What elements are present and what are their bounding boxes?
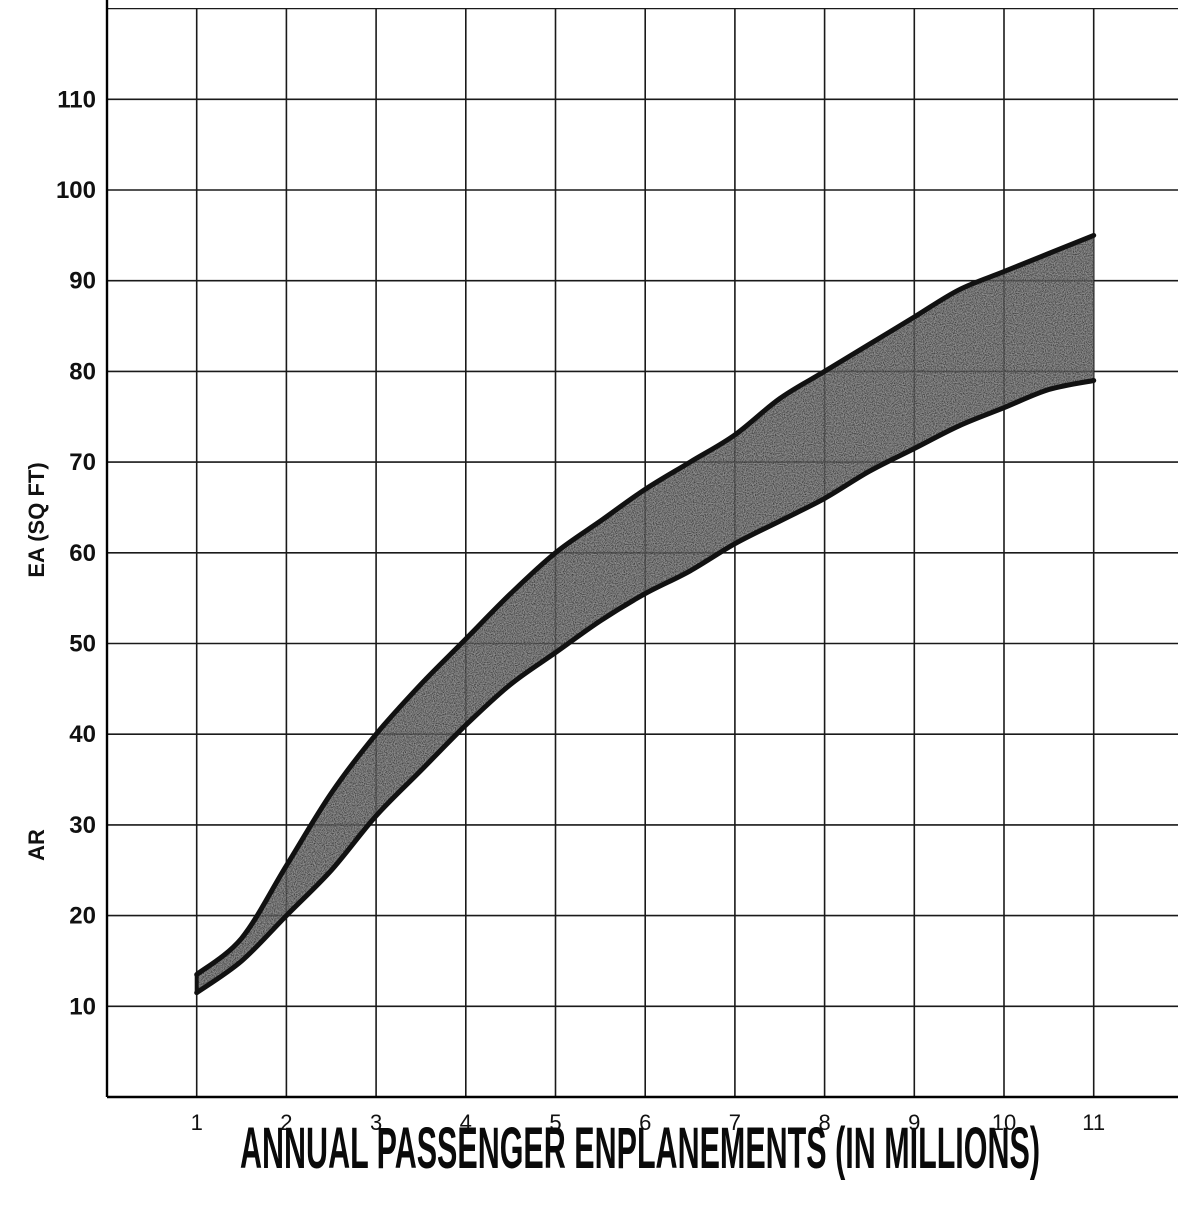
x-tick-label: 3 xyxy=(370,1110,382,1135)
x-tick-label: 1 xyxy=(191,1110,203,1135)
x-tick-label: 8 xyxy=(818,1110,830,1135)
axes xyxy=(105,0,1178,1099)
y-tick-label: 100 xyxy=(56,177,96,204)
x-axis-title: ANNUAL PASSENGER ENPLANEMENTS (IN MILLIO… xyxy=(240,1116,1040,1181)
x-tick-label: 6 xyxy=(639,1110,651,1135)
y-tick-label: 40 xyxy=(69,721,96,748)
range-band xyxy=(194,232,1097,996)
x-tick-label: 5 xyxy=(549,1110,561,1135)
y-tick-label: 50 xyxy=(69,631,96,658)
y-tick-label: 110 xyxy=(57,86,96,113)
y-axis-title-part2: EA (SQ FT) xyxy=(24,462,49,577)
y-tick-labels: 10 20 30 40 50 60 70 80 90 100 110 xyxy=(56,86,96,1020)
lower-bound-line xyxy=(194,378,1097,996)
y-tick-label: 10 xyxy=(69,993,96,1020)
y-tick-label: 80 xyxy=(69,358,96,385)
y-tick-label: 60 xyxy=(69,540,96,567)
x-tick-labels: 1 2 3 4 5 6 7 8 9 10 11 xyxy=(191,1110,1106,1135)
y-axis-title-part1: AR xyxy=(24,829,49,861)
y-tick-label: 20 xyxy=(69,903,96,930)
x-tick-label: 4 xyxy=(460,1110,472,1135)
x-tick-label: 9 xyxy=(908,1110,920,1135)
x-tick-label: 7 xyxy=(729,1110,741,1135)
x-tick-label: 2 xyxy=(280,1110,292,1135)
y-tick-label: 90 xyxy=(69,268,96,295)
x-tick-label: 11 xyxy=(1082,1110,1105,1135)
x-tick-label: 10 xyxy=(992,1110,1016,1135)
y-tick-label: 70 xyxy=(69,449,96,476)
y-tick-label: 30 xyxy=(69,812,96,839)
grid xyxy=(107,7,1178,1097)
band-fill xyxy=(196,235,1094,993)
upper-bound-line xyxy=(194,232,1097,978)
